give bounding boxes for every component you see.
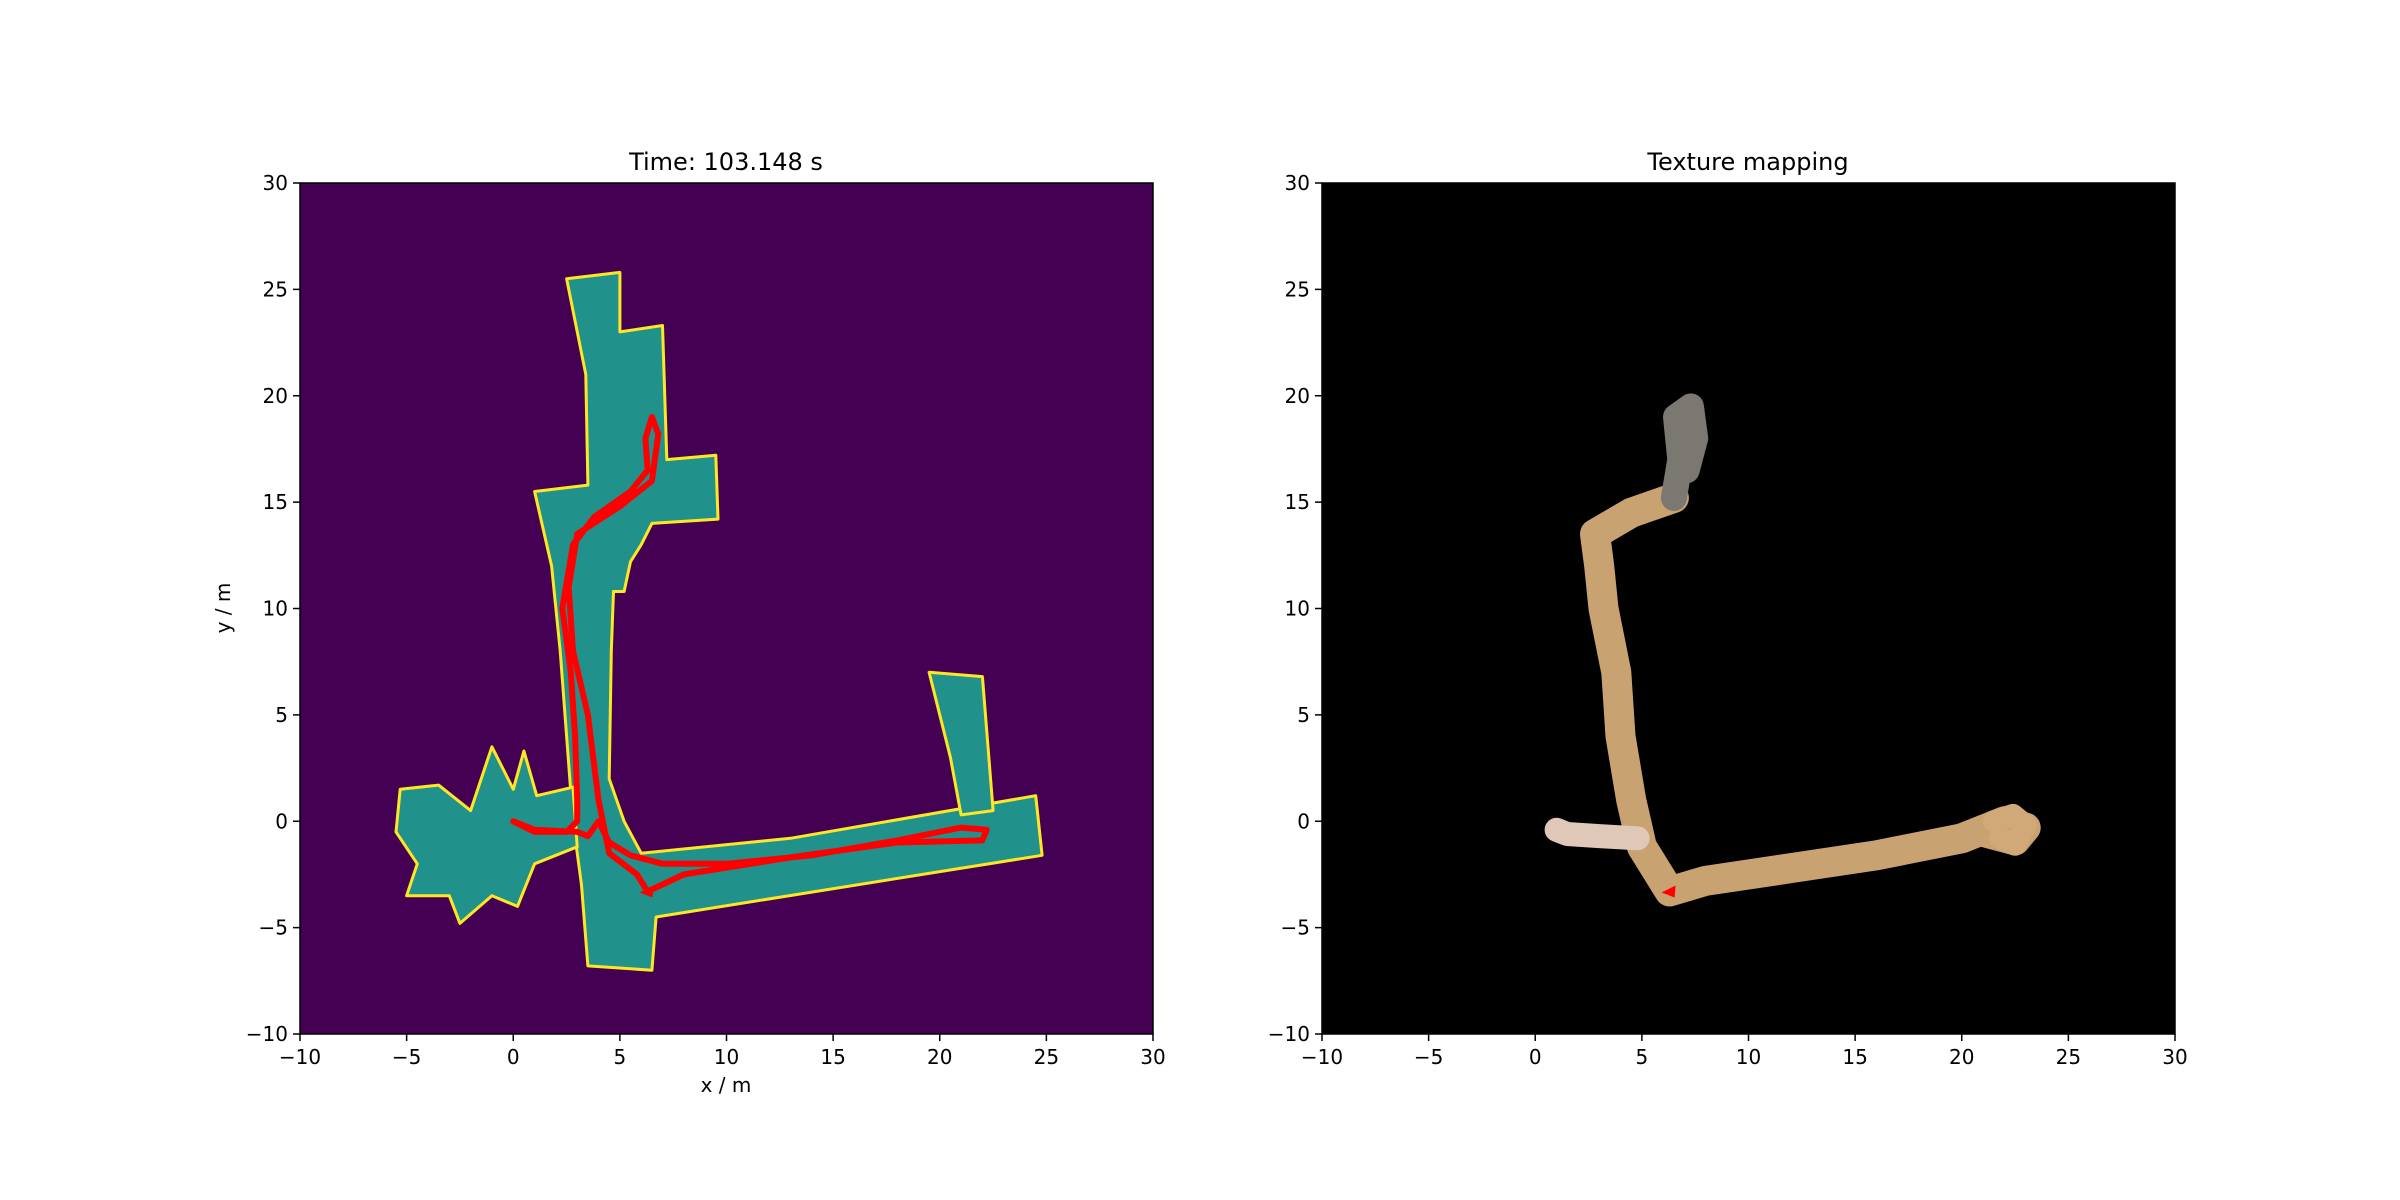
x-tick-label: 15 (1842, 1045, 1867, 1069)
texture-background (1322, 183, 2175, 1034)
x-tick-label: 0 (1529, 1045, 1542, 1069)
free-space-region (533, 270, 1044, 972)
robot-trajectory (510, 414, 990, 895)
texture-mapping-panel: Texture mapping −10 −5 0 5 10 15 20 25 30 −10 −5 0… (1268, 148, 2188, 1069)
x-tick-label: −10 (279, 1045, 321, 1069)
occupancy-map-panel: Time: 103.148 s −10 −5 0 5 10 15 20 25 30 −10 −5 0… (211, 148, 1166, 1097)
y-tick-label: 30 (1285, 171, 1310, 195)
texture-left-branch (1544, 817, 1650, 851)
y-tick-label: 0 (1297, 809, 1310, 833)
y-tick-label: −10 (246, 1022, 288, 1046)
x-tick-label: 10 (1736, 1045, 1761, 1069)
x-tick-label: −5 (392, 1045, 421, 1069)
y-tick-label: 0 (275, 809, 288, 833)
robot-arrow (639, 885, 654, 898)
texture-y-ticks: −10 −5 0 5 10 15 20 25 30 (1268, 171, 1322, 1046)
map-y-label: y / m (211, 583, 235, 634)
x-tick-label: 25 (1034, 1045, 1059, 1069)
map-y-ticks: −10 −5 0 5 10 15 20 25 30 (246, 171, 300, 1046)
robot-marker (1661, 885, 1676, 898)
x-tick-label: 5 (614, 1045, 627, 1069)
y-tick-label: 5 (275, 703, 288, 727)
x-tick-label: 30 (1140, 1045, 1165, 1069)
y-tick-label: −5 (1281, 916, 1310, 940)
x-tick-label: −10 (1301, 1045, 1343, 1069)
y-tick-label: 15 (1285, 490, 1310, 514)
y-tick-label: 10 (1285, 597, 1310, 621)
texture-title: Texture mapping (1646, 148, 1848, 176)
texture-top-loop (1660, 393, 1709, 511)
map-x-label: x / m (701, 1073, 752, 1097)
y-tick-label: 25 (263, 277, 288, 301)
x-tick-label: 20 (1949, 1045, 1974, 1069)
y-tick-label: 10 (263, 597, 288, 621)
texture-corridor (1544, 393, 2041, 907)
free-space-region (927, 670, 995, 817)
x-tick-label: 30 (2162, 1045, 2187, 1069)
map-regions (394, 270, 1044, 972)
y-tick-label: −10 (1268, 1022, 1310, 1046)
texture-x-ticks: −10 −5 0 5 10 15 20 25 30 (1301, 1034, 2188, 1069)
y-tick-label: 30 (263, 171, 288, 195)
texture-right-loop (1982, 803, 2037, 856)
x-tick-label: 10 (714, 1045, 739, 1069)
y-tick-label: −5 (259, 916, 288, 940)
x-tick-label: 0 (507, 1045, 520, 1069)
map-title: Time: 103.148 s (628, 148, 823, 176)
free-space-region (394, 745, 579, 925)
x-tick-label: 25 (2056, 1045, 2081, 1069)
y-tick-label: 25 (1285, 277, 1310, 301)
y-tick-label: 20 (1285, 384, 1310, 408)
y-tick-label: 5 (1297, 703, 1310, 727)
y-tick-label: 15 (263, 490, 288, 514)
map-x-ticks: −10 −5 0 5 10 15 20 25 30 (279, 1034, 1166, 1069)
x-tick-label: 20 (927, 1045, 952, 1069)
x-tick-label: 15 (820, 1045, 845, 1069)
x-tick-label: 5 (1636, 1045, 1649, 1069)
y-tick-label: 20 (263, 384, 288, 408)
x-tick-label: −5 (1414, 1045, 1443, 1069)
